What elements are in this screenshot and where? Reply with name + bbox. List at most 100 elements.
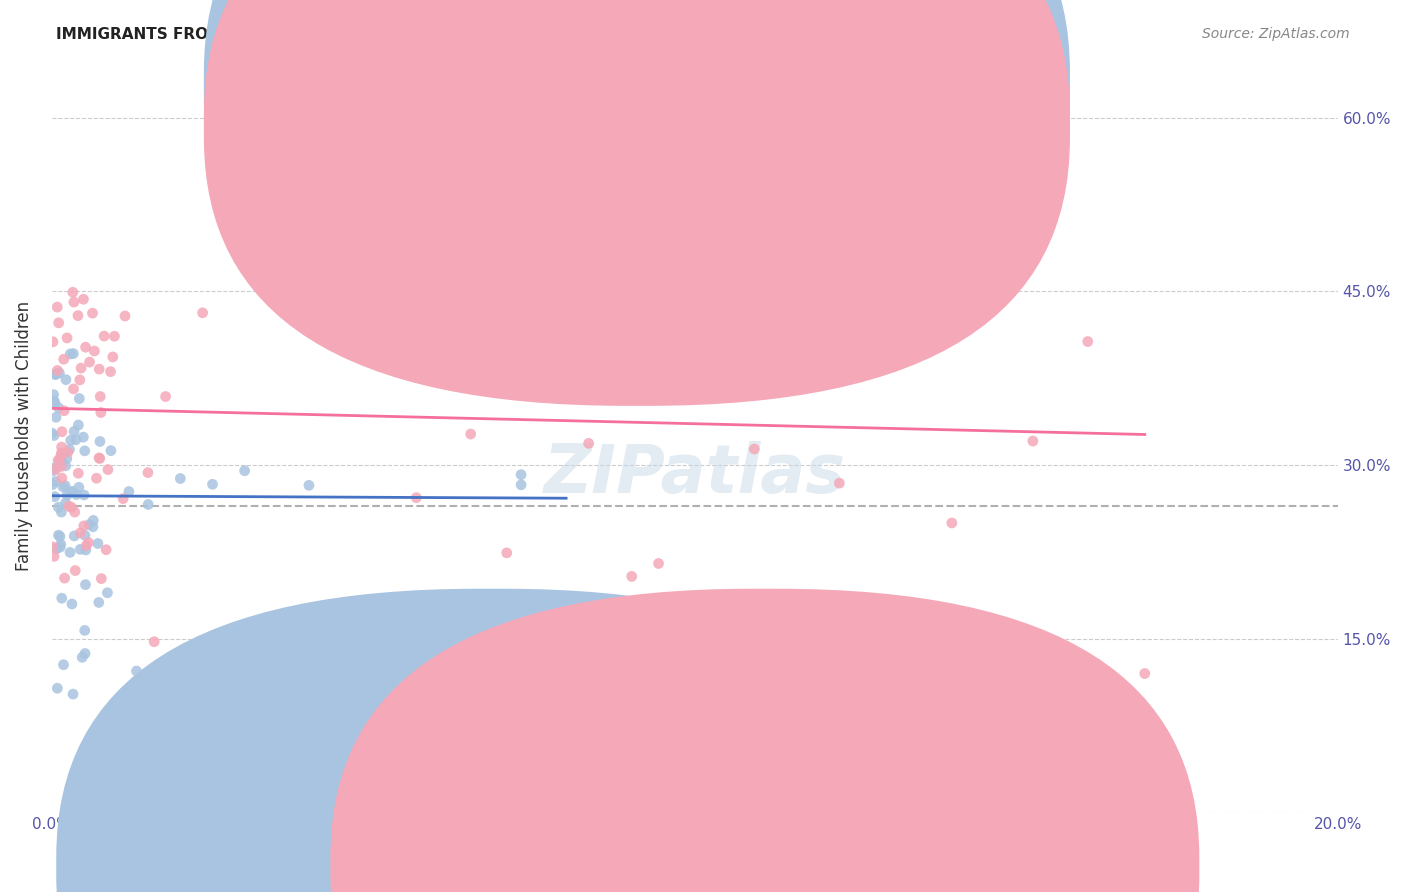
Point xyxy=(77,535,100,549)
Point xyxy=(42,549,65,564)
Point xyxy=(77,517,100,532)
Point xyxy=(59,434,82,448)
Point xyxy=(100,443,122,458)
Point xyxy=(67,467,90,481)
Text: Immigrants from Peru: Immigrants from Peru xyxy=(789,850,955,865)
Point xyxy=(112,491,135,506)
Point xyxy=(754,184,776,198)
Point xyxy=(44,475,66,489)
Point xyxy=(89,451,111,466)
Point xyxy=(63,425,86,439)
Point xyxy=(789,174,811,188)
Point xyxy=(42,387,65,401)
Point xyxy=(56,488,79,502)
Point xyxy=(79,355,101,369)
Point xyxy=(62,346,84,360)
Point xyxy=(83,344,105,359)
Point xyxy=(42,540,65,554)
Point xyxy=(42,464,65,478)
Point xyxy=(51,591,73,606)
Point xyxy=(66,309,89,323)
Point xyxy=(63,505,86,519)
Point xyxy=(143,634,166,648)
Point xyxy=(65,433,87,447)
Point xyxy=(70,650,93,665)
Point xyxy=(52,448,75,462)
Point xyxy=(51,446,73,460)
Point xyxy=(412,188,434,202)
Point xyxy=(578,436,600,450)
Point xyxy=(75,340,97,354)
Point xyxy=(90,572,112,586)
Point xyxy=(75,577,97,591)
Point xyxy=(276,239,298,253)
Point xyxy=(46,453,69,467)
Point xyxy=(233,464,256,478)
Point xyxy=(48,528,70,542)
Point xyxy=(49,452,72,467)
Point xyxy=(87,450,110,465)
Point xyxy=(67,392,90,406)
Point xyxy=(510,467,533,482)
Point xyxy=(75,539,97,553)
Point xyxy=(46,363,69,377)
Point xyxy=(82,306,104,320)
Point xyxy=(89,434,111,449)
Y-axis label: Family Households with Children: Family Households with Children xyxy=(15,301,32,571)
Point xyxy=(100,365,122,379)
Point xyxy=(73,519,96,533)
Point xyxy=(59,545,82,559)
Point xyxy=(67,417,90,432)
Point xyxy=(905,293,928,308)
Point xyxy=(63,529,86,543)
Point xyxy=(70,361,93,376)
Point xyxy=(89,390,111,404)
Point xyxy=(63,295,86,310)
Point xyxy=(1133,666,1156,681)
Point xyxy=(543,305,565,319)
Point xyxy=(49,529,72,543)
Point xyxy=(56,451,79,466)
Point xyxy=(82,520,104,534)
Point xyxy=(48,316,70,330)
Point xyxy=(69,542,91,557)
Point xyxy=(73,488,96,502)
Point xyxy=(101,350,124,364)
Point xyxy=(72,292,94,306)
Point xyxy=(876,87,898,102)
Point xyxy=(783,368,806,382)
Point xyxy=(87,536,110,550)
Point xyxy=(742,442,765,456)
Point xyxy=(56,331,79,345)
Point xyxy=(53,478,76,492)
Point xyxy=(94,542,117,557)
Text: Source: ZipAtlas.com: Source: ZipAtlas.com xyxy=(1202,27,1350,41)
Point xyxy=(52,480,75,494)
Point xyxy=(75,647,97,661)
Point xyxy=(714,649,737,664)
Point xyxy=(65,487,87,501)
Point xyxy=(941,516,963,530)
Point xyxy=(405,491,427,505)
Text: -0.068: -0.068 xyxy=(692,116,747,130)
Point xyxy=(59,347,82,361)
Point xyxy=(60,597,83,611)
Point xyxy=(60,485,83,500)
Point xyxy=(620,569,643,583)
Point xyxy=(49,537,72,551)
Point xyxy=(73,528,96,542)
Point xyxy=(136,498,159,512)
Point xyxy=(48,454,70,468)
Point xyxy=(51,425,73,439)
Text: N =: N = xyxy=(780,75,814,89)
Point xyxy=(42,393,65,408)
Point xyxy=(97,462,120,476)
Point xyxy=(46,681,69,696)
Point xyxy=(51,471,73,485)
Point xyxy=(510,478,533,492)
Point xyxy=(72,430,94,444)
Point xyxy=(69,525,91,540)
Point xyxy=(298,478,321,492)
Point xyxy=(381,223,404,237)
Point xyxy=(58,442,80,457)
